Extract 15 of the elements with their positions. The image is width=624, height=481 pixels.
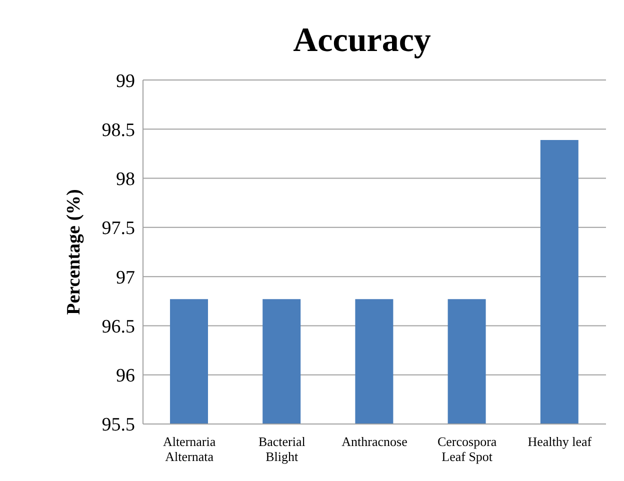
y-tick-label: 99 (116, 70, 135, 92)
y-tick-label: 96 (116, 366, 135, 387)
x-tick-label: Healthy leaf (528, 434, 592, 449)
x-tick-label: Cercospora Leaf Spot (438, 434, 497, 464)
y-tick-label: 97 (116, 267, 135, 288)
y-tick-label: 95.5 (102, 414, 135, 436)
y-tick-label: 97.5 (102, 218, 135, 240)
y-axis-title: Percentage (%) (64, 189, 85, 315)
chart-title: Accuracy (292, 21, 432, 61)
x-tick-label: Bacterial Blight (258, 434, 306, 464)
y-tick-label: 96.5 (102, 316, 135, 338)
x-tick-label: Anthracnose (342, 434, 408, 449)
y-tick-label: 98.5 (102, 120, 135, 141)
y-tick-label: 98 (116, 169, 135, 190)
x-tick-label: Alternaria Alternata (162, 434, 216, 464)
